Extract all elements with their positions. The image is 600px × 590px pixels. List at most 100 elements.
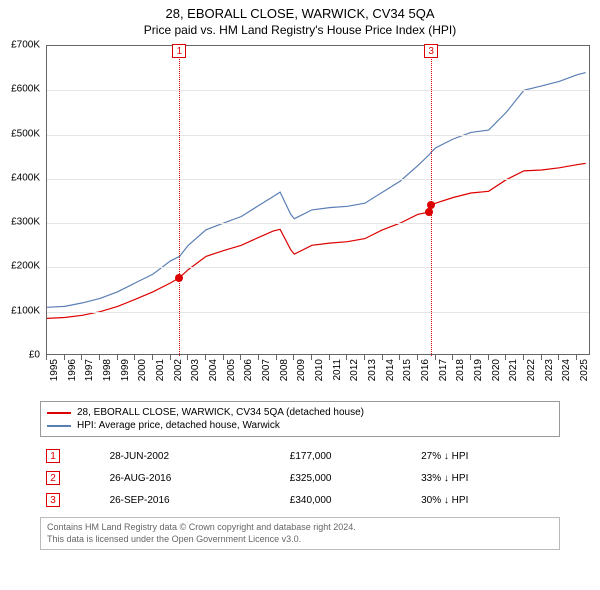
x-tick xyxy=(346,355,347,360)
x-tick xyxy=(417,355,418,360)
gridline xyxy=(47,179,589,180)
event-marker-badge: 3 xyxy=(424,44,438,58)
x-tick xyxy=(452,355,453,360)
attribution-footer: Contains HM Land Registry data © Crown c… xyxy=(40,517,560,550)
x-axis-label: 2013 xyxy=(367,359,378,381)
x-tick xyxy=(364,355,365,360)
x-tick xyxy=(187,355,188,360)
x-tick xyxy=(523,355,524,360)
x-axis-label: 2000 xyxy=(137,359,148,381)
legend-row: 28, EBORALL CLOSE, WARWICK, CV34 5QA (de… xyxy=(47,406,553,419)
legend-row: HPI: Average price, detached house, Warw… xyxy=(47,419,553,432)
x-axis-label: 2018 xyxy=(455,359,466,381)
x-tick xyxy=(205,355,206,360)
series-property xyxy=(47,163,586,318)
x-tick xyxy=(488,355,489,360)
x-axis-label: 2004 xyxy=(208,359,219,381)
x-axis-label: 2023 xyxy=(544,359,555,381)
x-axis-label: 2009 xyxy=(296,359,307,381)
x-axis-label: 1999 xyxy=(120,359,131,381)
x-axis-label: 2020 xyxy=(491,359,502,381)
event-delta: 30% ↓ HPI xyxy=(415,489,560,511)
x-tick xyxy=(99,355,100,360)
x-tick xyxy=(170,355,171,360)
x-axis-label: 2001 xyxy=(155,359,166,381)
event-marker-badge: 1 xyxy=(172,44,186,58)
x-axis-label: 2008 xyxy=(279,359,290,381)
x-tick xyxy=(435,355,436,360)
legend-label: HPI: Average price, detached house, Warw… xyxy=(77,420,280,431)
x-tick xyxy=(258,355,259,360)
page-subtitle: Price paid vs. HM Land Registry's House … xyxy=(0,21,600,37)
gridline xyxy=(47,90,589,91)
legend: 28, EBORALL CLOSE, WARWICK, CV34 5QA (de… xyxy=(40,401,560,437)
x-tick xyxy=(293,355,294,360)
x-tick xyxy=(505,355,506,360)
x-axis-label: 2019 xyxy=(473,359,484,381)
event-price: £177,000 xyxy=(284,445,415,467)
event-id-badge: 3 xyxy=(46,493,60,507)
x-axis-label: 2022 xyxy=(526,359,537,381)
x-tick xyxy=(311,355,312,360)
legend-swatch xyxy=(47,425,71,427)
x-tick xyxy=(329,355,330,360)
x-axis-label: 2005 xyxy=(226,359,237,381)
event-row: 1 28-JUN-2002£177,00027% ↓ HPI xyxy=(40,445,560,467)
x-tick xyxy=(576,355,577,360)
event-date: 26-SEP-2016 xyxy=(104,489,284,511)
legend-swatch xyxy=(47,412,71,414)
x-axis-label: 2015 xyxy=(402,359,413,381)
x-axis-label: 2003 xyxy=(190,359,201,381)
x-tick xyxy=(64,355,65,360)
x-tick xyxy=(558,355,559,360)
x-tick xyxy=(399,355,400,360)
x-axis-label: 2016 xyxy=(420,359,431,381)
x-axis-label: 2021 xyxy=(508,359,519,381)
event-row: 226-AUG-2016£325,00033% ↓ HPI xyxy=(40,467,560,489)
event-marker-line xyxy=(179,46,180,356)
event-row: 326-SEP-2016£340,00030% ↓ HPI xyxy=(40,489,560,511)
y-axis-label: £0 xyxy=(29,350,40,361)
x-axis-label: 1997 xyxy=(84,359,95,381)
x-tick xyxy=(223,355,224,360)
page-title: 28, EBORALL CLOSE, WARWICK, CV34 5QA xyxy=(0,0,600,21)
x-axis-label: 2006 xyxy=(243,359,254,381)
y-axis-label: £700K xyxy=(11,40,40,51)
event-dot xyxy=(425,208,433,216)
y-axis-label: £200K xyxy=(11,261,40,272)
gridline xyxy=(47,223,589,224)
x-tick xyxy=(81,355,82,360)
plot-area: 13 xyxy=(46,45,590,355)
x-axis-label: 1996 xyxy=(67,359,78,381)
y-axis-label: £600K xyxy=(11,84,40,95)
x-axis-label: 2025 xyxy=(579,359,590,381)
x-axis-label: 2010 xyxy=(314,359,325,381)
gridline xyxy=(47,135,589,136)
series-hpi xyxy=(47,73,586,308)
x-tick xyxy=(541,355,542,360)
events-table: 1 28-JUN-2002£177,00027% ↓ HPI226-AUG-201… xyxy=(40,445,560,511)
gridline xyxy=(47,312,589,313)
x-axis-label: 2002 xyxy=(173,359,184,381)
event-date: 26-AUG-2016 xyxy=(104,467,284,489)
y-axis-label: £300K xyxy=(11,217,40,228)
x-axis-label: 2012 xyxy=(349,359,360,381)
event-delta: 33% ↓ HPI xyxy=(415,467,560,489)
gridline xyxy=(47,267,589,268)
event-dot xyxy=(175,274,183,282)
x-tick xyxy=(240,355,241,360)
x-tick xyxy=(276,355,277,360)
x-tick xyxy=(46,355,47,360)
x-axis-label: 2017 xyxy=(438,359,449,381)
x-tick xyxy=(117,355,118,360)
y-axis-label: £400K xyxy=(11,172,40,183)
event-delta: 27% ↓ HPI xyxy=(415,445,560,467)
event-id-badge: 1 xyxy=(46,449,60,463)
event-date: 28-JUN-2002 xyxy=(104,445,284,467)
event-price: £325,000 xyxy=(284,467,415,489)
x-tick xyxy=(152,355,153,360)
legend-label: 28, EBORALL CLOSE, WARWICK, CV34 5QA (de… xyxy=(77,407,364,418)
x-axis-label: 1998 xyxy=(102,359,113,381)
footer-line-2: This data is licensed under the Open Gov… xyxy=(47,534,553,546)
x-axis-label: 2007 xyxy=(261,359,272,381)
